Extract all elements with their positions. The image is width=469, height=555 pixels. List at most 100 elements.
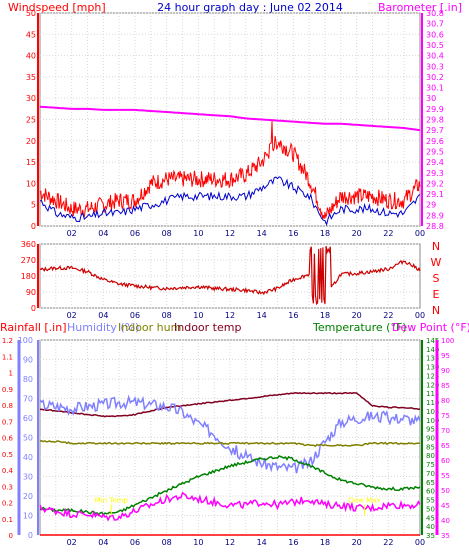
indoor-temp-series-line	[39, 391, 421, 418]
rain-tick-label: 0.3	[2, 483, 13, 491]
barometer-tick-label: 29.4	[426, 158, 444, 167]
dir-x-tick-label: 00	[415, 311, 425, 320]
barometer-tick-label: 30.4	[426, 52, 444, 61]
compass-label: N	[432, 240, 440, 253]
dew-point-tick-label: 70	[441, 427, 450, 435]
barometer-tick-label: 30.8	[426, 9, 444, 18]
barometer-tick-label: 29	[426, 201, 436, 210]
humidity-tick-label: 80	[23, 375, 33, 384]
temperature-tick-label: 35	[426, 532, 435, 540]
temp-humidity-panel: 02 04 06 08 10 12 14 16 18 20 22 0000.10.20.30.40.5…	[2, 336, 455, 547]
dir-x-tick-label: 18	[320, 311, 330, 320]
temperature-tick-label: 100	[426, 417, 439, 425]
dir-x-tick-label: 20	[352, 311, 362, 320]
temp-x-tick-label: 06	[130, 538, 140, 547]
wind-x-tick-label: 22	[383, 229, 393, 238]
rain-tick-label: 0.2	[2, 500, 13, 508]
temp-x-tick-label: 12	[225, 538, 235, 547]
windspeed-tick-label: 35	[26, 73, 36, 82]
barometer-series-line	[39, 105, 421, 132]
humidity-series-line	[39, 394, 421, 474]
humidity-tick-label: 20	[23, 492, 33, 501]
humidity-axis-label: Humidity (%)	[67, 321, 139, 334]
rain-tick-label: 0.9	[2, 386, 13, 394]
windspeed-axis-label: Windspeed [mph]	[8, 1, 106, 14]
dew-point-tick-label: 40	[441, 517, 450, 525]
rain-tick-label: 0.6	[2, 435, 14, 443]
direction-tick-label: 0	[31, 304, 36, 313]
barometer-tick-label: 29.2	[426, 179, 444, 188]
rain-tick-label: 0	[9, 532, 13, 540]
windgust-series-line	[39, 121, 421, 219]
wind-baro-panel: 02 04 06 08 10 12 14 16 18 20 22 000510152025303540…	[26, 9, 444, 238]
wind-x-tick-label: 16	[288, 229, 298, 238]
temp-x-tick-label: 20	[352, 538, 362, 547]
temperature-tick-label: 80	[426, 452, 435, 460]
temperature-tick-label: 60	[426, 488, 435, 496]
rain-tick-label: 1	[9, 370, 13, 378]
dew-point-tick-label: 85	[441, 382, 450, 390]
barometer-tick-label: 30.2	[426, 73, 444, 82]
humidity-tick-label: 100	[18, 336, 33, 345]
windspeed-tick-label: 25	[26, 116, 36, 125]
humidity-tick-label: 70	[23, 395, 33, 404]
dir-x-tick-label: 08	[162, 311, 172, 320]
humidity-tick-label: 0	[28, 531, 33, 540]
temperature-tick-label: 130	[426, 364, 439, 372]
temperature-tick-label: 70	[426, 470, 435, 478]
temperature-tick-label: 65	[426, 479, 435, 487]
wind-x-tick-label: 10	[193, 229, 203, 238]
barometer-tick-label: 29.3	[426, 169, 444, 178]
temperature-tick-label: 40	[426, 523, 435, 531]
barometer-tick-label: 28.9	[426, 211, 444, 220]
barometer-tick-label: 29.9	[426, 105, 444, 114]
temperature-tick-label: 55	[426, 497, 435, 505]
barometer-tick-label: 29.5	[426, 147, 444, 156]
wind-x-tick-label: 04	[98, 229, 108, 238]
compass-label: E	[433, 288, 440, 301]
rain-tick-label: 1.2	[2, 337, 13, 345]
temperature-tick-label: 140	[426, 346, 439, 354]
wind-x-tick-label: 20	[352, 229, 362, 238]
dew-point-tick-label: 50	[441, 487, 450, 495]
temperature-tick-label: 115	[426, 390, 439, 398]
barometer-tick-label: 29.1	[426, 190, 444, 199]
rainfall-axis-label: Rainfall [.in]	[0, 321, 67, 334]
direction-tick-label: 90	[26, 288, 36, 297]
temp-x-tick-label: 10	[193, 538, 203, 547]
indoor-temp-label: Indoor temp	[174, 321, 241, 334]
windspeed-tick-label: 20	[26, 137, 36, 146]
compass-label: S	[433, 272, 440, 285]
windspeed-tick-label: 45	[26, 30, 36, 39]
humidity-tick-label: 40	[23, 453, 33, 462]
windspeed-tick-label: 0	[31, 222, 36, 231]
indoor-hum-label: Indoor hum	[118, 321, 181, 334]
dew-point-series-line	[39, 491, 421, 522]
dew-point-tick-label: 35	[441, 532, 450, 540]
wind-x-tick-label: 02	[67, 229, 77, 238]
extreme-annotation: Min Temp	[95, 497, 129, 505]
dew-point-tick-label: 75	[441, 412, 450, 420]
temp-x-tick-label: 16	[288, 538, 298, 547]
wind-x-tick-label: 18	[320, 229, 330, 238]
rain-tick-label: 0.4	[2, 467, 14, 475]
windspeed-tick-label: 10	[26, 179, 36, 188]
compass-label: N	[432, 304, 440, 317]
temperature-axis-label: Temperature (°F)	[312, 321, 407, 334]
humidity-tick-label: 30	[23, 473, 33, 482]
humidity-tick-label: 50	[23, 434, 33, 443]
barometer-tick-label: 30.7	[426, 20, 444, 29]
rain-tick-label: 0.5	[2, 451, 13, 459]
temperature-tick-label: 50	[426, 505, 435, 513]
temp-x-tick-label: 00	[415, 538, 425, 547]
compass-label: W	[431, 256, 442, 269]
humidity-tick-label: 10	[23, 512, 33, 521]
temp-x-tick-label: 04	[98, 538, 108, 547]
rain-tick-label: 0.8	[2, 402, 13, 410]
temperature-tick-label: 45	[426, 514, 435, 522]
barometer-tick-label: 30	[426, 94, 436, 103]
dir-x-tick-label: 04	[98, 311, 108, 320]
windspeed-tick-label: 15	[26, 158, 36, 167]
windspeed-tick-label: 30	[26, 94, 36, 103]
